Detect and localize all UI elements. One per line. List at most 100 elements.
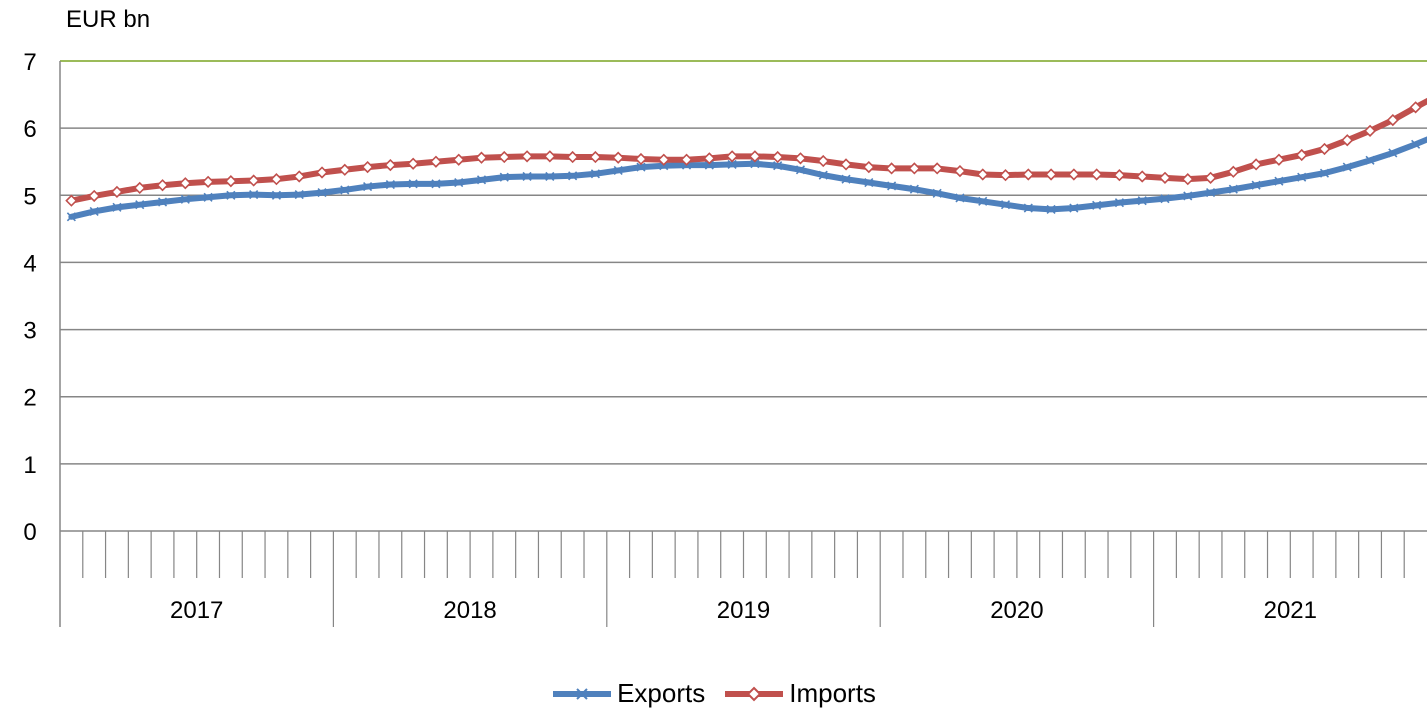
imports-point xyxy=(908,162,921,175)
legend-label-imports: Imports xyxy=(789,678,876,708)
exports-point xyxy=(340,185,350,195)
y-tick-label-6: 6 xyxy=(23,116,36,143)
exports-point xyxy=(476,175,487,185)
exports-point xyxy=(841,174,851,184)
imports-point xyxy=(520,150,534,163)
imports-point xyxy=(680,153,693,166)
imports-point xyxy=(338,163,351,176)
exports-point xyxy=(1046,204,1056,214)
series-exports xyxy=(66,136,1427,222)
imports-legend-marker xyxy=(725,686,784,701)
y-tick-label-5: 5 xyxy=(23,183,36,210)
imports-point xyxy=(65,194,78,207)
exports-point xyxy=(112,202,122,212)
imports-point xyxy=(657,153,670,166)
exports-point xyxy=(249,190,259,200)
year-label-2019: 2019 xyxy=(717,597,770,624)
exports-point xyxy=(568,171,578,181)
exports-point xyxy=(704,160,714,170)
imports-point xyxy=(931,162,944,175)
legend-label-exports: Exports xyxy=(617,678,706,708)
imports-point xyxy=(247,174,260,187)
imports-point xyxy=(634,152,648,166)
exports-point xyxy=(1388,148,1398,158)
exports-point xyxy=(1092,200,1102,210)
legend-item-exports[interactable]: Exports xyxy=(551,678,705,709)
imports-point xyxy=(156,179,169,192)
exports-point xyxy=(1251,180,1261,190)
imports-point xyxy=(407,157,420,170)
year-label-2017: 2017 xyxy=(170,597,223,624)
exports-point xyxy=(750,159,760,169)
exports-point xyxy=(1411,139,1421,149)
exports-line xyxy=(68,136,1427,220)
exports-point xyxy=(1228,184,1238,194)
imports-point xyxy=(1113,169,1126,182)
legend-item-imports[interactable]: Imports xyxy=(723,678,876,709)
imports-point xyxy=(498,150,511,164)
y-tick-label-1: 1 xyxy=(23,452,36,479)
imports-point xyxy=(1227,165,1240,178)
exports-point xyxy=(932,188,942,198)
exports-point xyxy=(818,170,828,180)
exports-point xyxy=(1342,162,1352,172)
year-label-2020: 2020 xyxy=(990,597,1043,624)
imports-point xyxy=(201,175,215,188)
exports-point xyxy=(978,196,988,206)
imports-point xyxy=(885,162,898,175)
imports-point xyxy=(566,150,579,164)
imports-point xyxy=(1363,124,1377,137)
imports-point xyxy=(1022,168,1035,181)
exports-point xyxy=(909,184,919,194)
year-labels: 2017 2018 2019 2020 2021 xyxy=(170,597,1317,624)
y-tick-labels: 0 1 2 3 4 5 6 7 xyxy=(23,49,36,546)
imports-point xyxy=(794,152,807,165)
imports-point xyxy=(1249,158,1263,171)
y-tick-label-3: 3 xyxy=(23,318,36,345)
exports-point xyxy=(1183,191,1193,201)
imports-point xyxy=(179,177,192,190)
exports-point xyxy=(1274,176,1284,186)
exports-point xyxy=(795,165,806,175)
imports-point xyxy=(361,160,374,174)
exports-point xyxy=(408,179,418,189)
imports-point xyxy=(953,164,967,178)
imports-point xyxy=(612,151,625,164)
imports-point xyxy=(1409,101,1422,114)
exports-point xyxy=(727,159,737,169)
exports-point xyxy=(431,179,441,189)
imports-point xyxy=(452,153,465,166)
exports-point xyxy=(317,188,327,198)
imports-point xyxy=(748,150,762,163)
imports-point xyxy=(1044,168,1058,181)
imports-point xyxy=(475,151,488,164)
exports-point xyxy=(887,181,897,191)
imports-point xyxy=(839,158,853,171)
imports-point xyxy=(224,175,238,188)
series-imports xyxy=(65,97,1427,207)
exports-point xyxy=(66,212,76,222)
imports-point xyxy=(1181,173,1194,186)
exports-point xyxy=(180,194,190,204)
y-axis-unit-label: EUR bn xyxy=(66,6,151,33)
imports-point xyxy=(862,160,875,174)
exports-point xyxy=(1365,155,1375,165)
exports-legend-marker xyxy=(553,687,612,700)
imports-point xyxy=(543,150,556,163)
series xyxy=(65,97,1427,222)
y-tick-label-4: 4 xyxy=(23,250,36,277)
y-tick-label-2: 2 xyxy=(23,385,36,412)
exports-point xyxy=(1023,203,1033,213)
exports-point xyxy=(385,179,395,190)
imports-point xyxy=(725,150,739,163)
imports-point xyxy=(1090,168,1103,181)
year-label-2021: 2021 xyxy=(1264,597,1317,624)
imports-point xyxy=(976,168,989,181)
imports-point xyxy=(589,150,602,164)
imports-point xyxy=(1067,168,1080,181)
exports-point xyxy=(1114,198,1124,208)
imports-point xyxy=(817,154,830,168)
y-tick-label-0: 0 xyxy=(23,519,36,546)
imports-point xyxy=(293,170,306,183)
